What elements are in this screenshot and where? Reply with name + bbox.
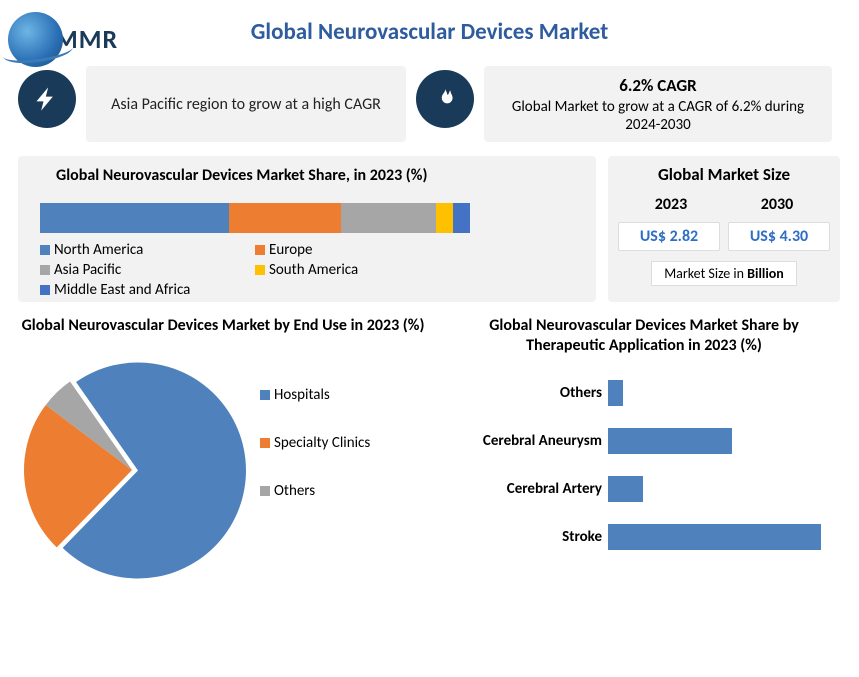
info-right-group: 6.2% CAGR Global Market to grow at a CAG… xyxy=(416,66,832,142)
bar-title: Global Neurovascular Devices Market Shar… xyxy=(448,316,840,356)
legend-item: Others xyxy=(260,482,370,500)
size-years: 2023 2030 xyxy=(618,195,830,214)
market-size-panel: Global Market Size 2023 2030 US$ 2.82 US… xyxy=(608,156,840,302)
pie-chart xyxy=(18,356,246,584)
bolt-icon xyxy=(18,70,76,128)
legend-label: North America xyxy=(54,241,143,259)
bar-fill xyxy=(608,524,821,550)
bar-row: Cerebral Aneurysm xyxy=(458,428,840,454)
hbar-chart: Others Cerebral Aneurysm Cerebral Artery St… xyxy=(448,380,840,550)
cagr-sub: Global Market to grow at a CAGR of 6.2% … xyxy=(498,98,818,134)
size-unit-prefix: Market Size in xyxy=(664,265,747,282)
size-year-a: 2023 xyxy=(655,195,687,214)
bar-track xyxy=(608,428,840,454)
legend-swatch xyxy=(255,245,265,255)
size-year-b: 2030 xyxy=(761,195,793,214)
bar-fill xyxy=(608,476,643,502)
share-title: Global Neurovascular Devices Market Shar… xyxy=(34,166,580,185)
legend-item: Europe xyxy=(255,241,470,259)
stacked-segment xyxy=(436,203,453,233)
stacked-bar-legend: North America Europe Asia Pacific South Ame… xyxy=(40,241,470,299)
legend-swatch xyxy=(40,285,50,295)
stacked-segment xyxy=(229,203,341,233)
bar-track xyxy=(608,380,840,406)
legend-swatch xyxy=(40,265,50,275)
end-use-pie-panel: Global Neurovascular Devices Market by E… xyxy=(18,316,428,646)
page-title: Global Neurovascular Devices Market xyxy=(0,18,859,46)
size-title: Global Market Size xyxy=(618,164,830,185)
info-card-region: Asia Pacific region to grow at a high CA… xyxy=(86,66,406,142)
legend-swatch xyxy=(255,265,265,275)
legend-label: South America xyxy=(269,261,358,279)
stacked-segment xyxy=(453,203,470,233)
legend-label: Asia Pacific xyxy=(54,261,121,279)
legend-label: Specialty Clinics xyxy=(274,434,370,452)
bar-label: Cerebral Artery xyxy=(458,480,608,498)
legend-label: Middle East and Africa xyxy=(54,281,190,299)
legend-item: Specialty Clinics xyxy=(260,434,370,452)
flame-icon xyxy=(416,70,474,128)
bar-track xyxy=(608,524,840,550)
stacked-segment xyxy=(341,203,436,233)
legend-label: Others xyxy=(274,482,315,500)
therapeutic-bar-panel: Global Neurovascular Devices Market Shar… xyxy=(448,316,840,646)
legend-swatch xyxy=(260,438,270,448)
legend-item: Asia Pacific xyxy=(40,261,255,279)
info-left-group: Asia Pacific region to grow at a high CA… xyxy=(18,66,406,142)
legend-swatch xyxy=(40,245,50,255)
info-row: Asia Pacific region to grow at a high CA… xyxy=(18,66,840,142)
size-value-a: US$ 2.82 xyxy=(618,222,720,251)
bar-row: Stroke xyxy=(458,524,840,550)
bar-track xyxy=(608,476,840,502)
stacked-segment xyxy=(40,203,229,233)
size-unit-bold: Billion xyxy=(747,265,784,282)
info-card-cagr: 6.2% CAGR Global Market to grow at a CAG… xyxy=(484,66,832,142)
legend-item: Middle East and Africa xyxy=(40,281,255,299)
bar-fill xyxy=(608,428,732,454)
bar-label: Cerebral Aneurysm xyxy=(458,432,608,450)
legend-label: Hospitals xyxy=(274,386,330,404)
pie-title: Global Neurovascular Devices Market by E… xyxy=(18,316,428,336)
bar-label: Stroke xyxy=(458,528,608,546)
legend-item: South America xyxy=(255,261,470,279)
legend-swatch xyxy=(260,390,270,400)
bar-label: Others xyxy=(458,384,608,402)
size-unit: Market Size in Billion xyxy=(651,261,797,286)
legend-swatch xyxy=(260,486,270,496)
bar-row: Others xyxy=(458,380,840,406)
legend-item: North America xyxy=(40,241,255,259)
market-share-panel: Global Neurovascular Devices Market Shar… xyxy=(18,156,596,302)
stacked-bar-chart xyxy=(40,203,470,233)
pie-legend: Hospitals Specialty Clinics Others xyxy=(260,386,370,584)
legend-item: Hospitals xyxy=(260,386,370,404)
size-values: US$ 2.82 US$ 4.30 xyxy=(618,222,830,251)
legend-label: Europe xyxy=(269,241,312,259)
bar-row: Cerebral Artery xyxy=(458,476,840,502)
info-left-text: Asia Pacific region to grow at a high CA… xyxy=(100,95,392,114)
size-value-b: US$ 4.30 xyxy=(728,222,830,251)
bar-fill xyxy=(608,380,623,406)
cagr-headline: 6.2% CAGR xyxy=(498,75,818,96)
